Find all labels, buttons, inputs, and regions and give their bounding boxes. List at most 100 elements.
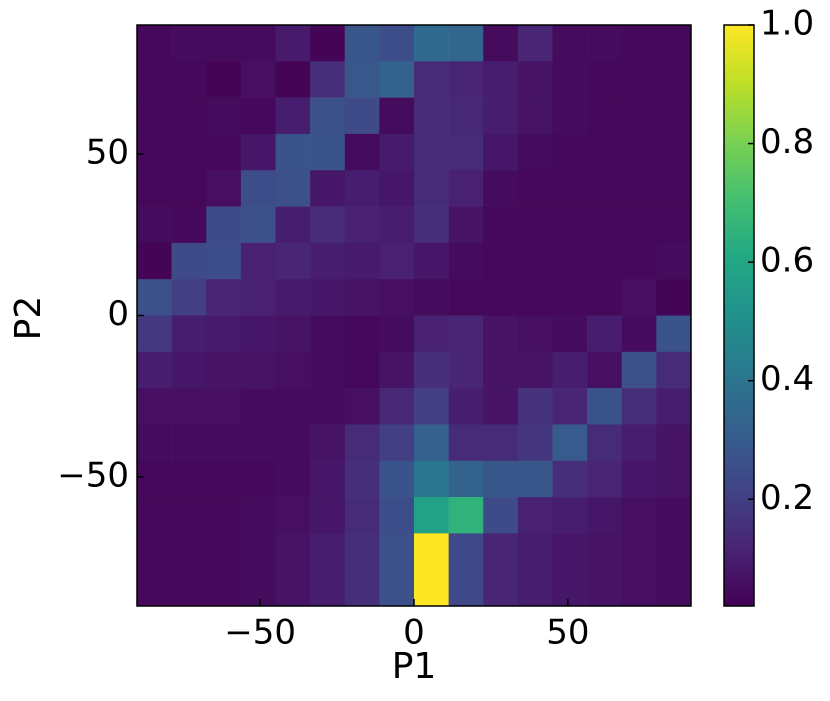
- heatmap-cell: [171, 170, 207, 207]
- heatmap-cell: [344, 351, 380, 389]
- heatmap-cell: [240, 351, 276, 389]
- heatmap-cell: [587, 533, 623, 607]
- heatmap-cell: [621, 388, 657, 425]
- heatmap-cell: [206, 315, 242, 353]
- heatmap-cell: [275, 533, 311, 607]
- heatmap-cell: [310, 424, 346, 462]
- heatmap-cell: [240, 206, 276, 244]
- heatmap-cell: [206, 242, 242, 280]
- x-tick-label: 0: [403, 613, 425, 653]
- heatmap-cell: [137, 206, 172, 244]
- heatmap-cell: [310, 170, 346, 207]
- heatmap-cell: [344, 206, 380, 244]
- heatmap-cell: [379, 533, 415, 607]
- heatmap-cell: [206, 351, 242, 389]
- heatmap-cell: [552, 497, 588, 534]
- heatmap-cell: [379, 206, 415, 244]
- y-axis-label: P2: [8, 296, 49, 341]
- colorbar: [723, 24, 755, 607]
- heatmap-cell: [414, 242, 449, 280]
- heatmap-cell: [656, 388, 692, 425]
- heatmap-cell: [587, 97, 623, 135]
- heatmap-cell: [414, 206, 449, 244]
- heatmap-cell: [517, 279, 553, 316]
- heatmap-cell: [206, 206, 242, 244]
- heatmap-cell: [587, 170, 623, 207]
- heatmap-cell: [517, 424, 553, 462]
- heatmap-cell: [310, 61, 346, 98]
- heatmap-cell: [171, 460, 207, 498]
- heatmap-cell: [483, 97, 519, 135]
- heatmap-cell: [414, 460, 449, 498]
- heatmap-cell: [483, 351, 519, 389]
- heatmap-cell: [552, 97, 588, 135]
- heatmap-cell: [621, 25, 657, 62]
- heatmap-cell: [344, 388, 380, 425]
- heatmap-cell: [137, 388, 172, 425]
- heatmap-cell: [344, 315, 380, 353]
- heatmap-cell: [587, 242, 623, 280]
- heatmap-cell: [171, 351, 207, 389]
- heatmap-cell: [137, 424, 172, 462]
- heatmap-cell: [656, 351, 692, 389]
- heatmap-cell: [137, 61, 172, 98]
- heatmap-cell: [310, 97, 346, 135]
- heatmap-cell: [171, 533, 207, 607]
- heatmap-cell: [448, 61, 484, 98]
- heatmap-cell: [379, 61, 415, 98]
- heatmap-cell: [552, 170, 588, 207]
- heatmap-cell: [552, 25, 588, 62]
- heatmap-cell: [137, 315, 172, 353]
- heatmap-cell: [483, 206, 519, 244]
- heatmap-cell: [448, 533, 484, 607]
- heatmap-cell: [517, 242, 553, 280]
- heatmap-cell: [275, 351, 311, 389]
- heatmap-cell: [275, 25, 311, 62]
- heatmap-cell: [275, 242, 311, 280]
- heatmap-cell: [587, 206, 623, 244]
- heatmap-cell: [310, 533, 346, 607]
- y-tick-label: 50: [86, 133, 129, 173]
- heatmap-cell: [379, 351, 415, 389]
- heatmap-cell: [137, 133, 172, 171]
- heatmap-cell: [171, 133, 207, 171]
- heatmap-cell: [414, 25, 449, 62]
- heatmap-cell: [344, 61, 380, 98]
- heatmap-cell: [310, 133, 346, 171]
- heatmap-cell: [483, 61, 519, 98]
- heatmap-cell: [240, 424, 276, 462]
- heatmap-cell: [379, 424, 415, 462]
- heatmap-cell: [656, 61, 692, 98]
- heatmap-cell: [414, 497, 449, 534]
- heatmap-cell: [448, 97, 484, 135]
- heatmap-cell: [344, 25, 380, 62]
- heatmap-cell: [552, 424, 588, 462]
- heatmap-cell: [275, 424, 311, 462]
- heatmap-cell: [275, 388, 311, 425]
- heatmap-cell: [275, 61, 311, 98]
- heatmap-cell: [483, 424, 519, 462]
- heatmap-cell: [448, 388, 484, 425]
- heatmap-cell: [137, 497, 172, 534]
- heatmap-cell: [171, 315, 207, 353]
- heatmap-cell: [206, 388, 242, 425]
- heatmap-cell: [206, 460, 242, 498]
- heatmap-cell: [587, 388, 623, 425]
- heatmap-cell: [137, 97, 172, 135]
- heatmap-cell: [656, 170, 692, 207]
- colorbar-tick-label: 0.2: [760, 478, 814, 518]
- heatmap-cell: [621, 206, 657, 244]
- heatmap-cell: [344, 170, 380, 207]
- heatmap-cell: [517, 460, 553, 498]
- heatmap-cell: [552, 242, 588, 280]
- heatmap-cell: [656, 242, 692, 280]
- colorbar-tick-label: 0.8: [760, 122, 814, 162]
- heatmap-cell: [656, 424, 692, 462]
- heatmap-cell: [379, 279, 415, 316]
- heatmap-cell: [517, 25, 553, 62]
- heatmap-cell: [414, 315, 449, 353]
- heatmap-cell: [240, 388, 276, 425]
- colorbar-tick-label: 0.4: [760, 359, 814, 399]
- heatmap-cell: [448, 460, 484, 498]
